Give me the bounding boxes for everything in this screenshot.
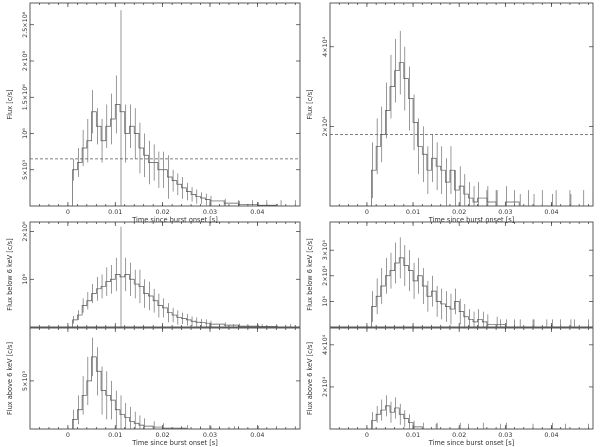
axes-frame (29, 221, 301, 328)
y-tick-label: 2×10⁶ (21, 51, 29, 72)
light-curve (330, 405, 593, 430)
y-tick-label: 4×10⁴ (321, 36, 329, 57)
y-tick-label: 10⁶ (21, 128, 29, 139)
y-axis-title: Flux above 6 keV [c/s] (306, 342, 314, 415)
y-tick-label: 1.5×10⁶ (21, 84, 29, 111)
y-tick-label: 5×10⁵ (21, 370, 29, 391)
x-axis-title: Time since burst onset [s] (428, 439, 515, 447)
x-tick-label: 0.02 (452, 208, 466, 216)
x-tick-label: 0.03 (498, 431, 512, 439)
x-axis-title: Time since burst onset [s] (131, 439, 218, 447)
x-tick-label: 0.01 (406, 208, 420, 216)
x-tick-label: 0 (66, 431, 70, 439)
y-tick-label: 4×10⁴ (321, 334, 329, 355)
y-axis-title: Flux above 6 keV [c/s] (6, 342, 14, 415)
x-tick-label: 0.01 (108, 208, 122, 216)
axes-frame (329, 221, 594, 328)
x-tick-label: 0.04 (544, 208, 558, 216)
x-axis-title: Time since burst onset [s] (428, 216, 515, 224)
x-tick-label: 0.04 (250, 431, 264, 439)
light-curve (30, 104, 300, 207)
axes-frame (329, 2, 594, 207)
light-curve (30, 356, 300, 430)
light-curve (30, 274, 300, 328)
x-tick-label: 0.02 (452, 431, 466, 439)
x-tick-label: 0.03 (203, 208, 217, 216)
x-axis-title: Time since burst onset [s] (131, 216, 218, 224)
y-tick-label: 2.5×10⁶ (21, 11, 29, 38)
panel-right-below-6keV: 10⁴ 2×10⁴ 3×10⁴ Flux below 6 keV [c/s] (306, 221, 594, 328)
x-tick-label: 0 (365, 431, 369, 439)
y-axis-title: Flux [c/s] (6, 89, 14, 119)
x-tick-label: 0.01 (406, 431, 420, 439)
y-tick-label: 10⁶ (21, 273, 29, 284)
y-tick-label: 2×10⁴ (321, 116, 329, 137)
y-axis-title: Flux [c/s] (306, 89, 314, 119)
x-tick-label: 0.02 (156, 431, 170, 439)
y-tick-label: 5×10⁵ (21, 159, 29, 180)
y-tick-label: 10⁴ (321, 296, 329, 307)
panel-top-left: 0 0.01 0.02 0.03 0.04 5×10⁵ 10⁶ 1.5×10⁶ 2×10⁶ 2.5… (6, 2, 301, 224)
panel-left-above-6keV: 0 0.01 0.02 0.03 0.04 5×10⁵ Time since burst o… (6, 327, 301, 447)
y-tick-label: 2×10⁶ (21, 221, 29, 242)
y-axis-title: Flux below 6 keV [c/s] (306, 238, 314, 310)
axes-frame (29, 2, 301, 207)
y-tick-label: 2×10⁴ (321, 265, 329, 286)
x-tick-label: 0.02 (156, 208, 170, 216)
x-tick-label: 0.03 (498, 208, 512, 216)
panel-left-below-6keV: 10⁶ 2×10⁶ Flux below 6 keV [c/s] (6, 221, 301, 328)
light-curve (330, 257, 593, 328)
x-tick-label: 0.04 (544, 431, 558, 439)
x-tick-label: 0 (66, 208, 70, 216)
x-tick-label: 0.04 (250, 208, 264, 216)
y-tick-label: 2×10⁴ (321, 376, 329, 397)
y-tick-label: 3×10⁴ (321, 240, 329, 261)
panel-right-above-6keV: 0 0.01 0.02 0.03 0.04 2×10⁴ 4×10⁴ Time since bu… (306, 327, 594, 447)
x-tick-label: 0 (365, 208, 369, 216)
panel-top-right: 0 0.01 0.02 0.03 0.04 2×10⁴ 4×10⁴ Time since bu… (306, 2, 594, 224)
x-tick-label: 0.01 (108, 431, 122, 439)
y-axis-title: Flux below 6 keV [c/s] (6, 238, 14, 310)
axes-frame (29, 327, 301, 430)
axes-frame (329, 327, 594, 430)
x-tick-label: 0.03 (203, 431, 217, 439)
